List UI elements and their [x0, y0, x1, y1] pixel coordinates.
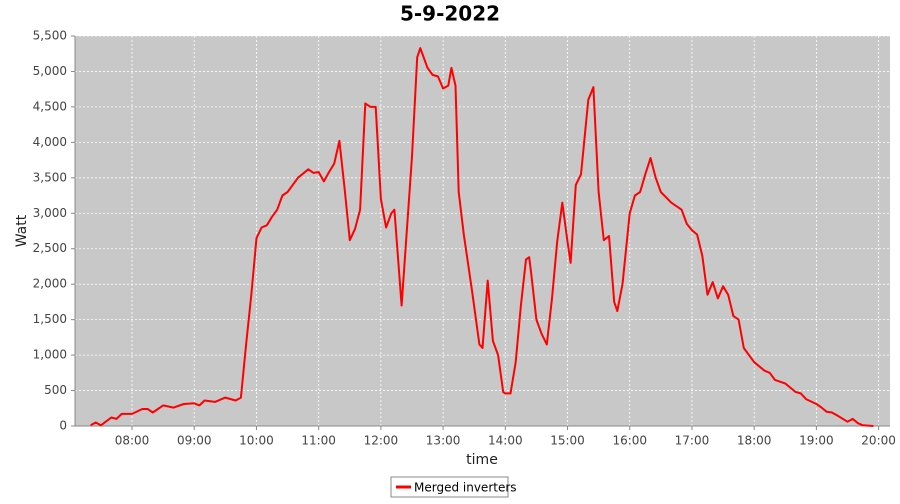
x-tick-label: 08:00: [115, 434, 150, 448]
y-tick-label: 3,000: [33, 206, 67, 220]
y-tick-label: 1,000: [33, 348, 67, 362]
y-tick-label: 0: [59, 419, 67, 433]
y-tick-label: 4,500: [33, 99, 67, 113]
y-tick-label: 1,500: [33, 312, 67, 326]
y-axis-label: Watt: [14, 214, 30, 247]
y-tick-label: 2,000: [33, 277, 67, 291]
x-tick-label: 09:00: [177, 434, 212, 448]
x-tick-label: 13:00: [426, 434, 461, 448]
y-tick-label: 5,500: [33, 29, 67, 43]
chart-title: 5-9-2022: [400, 2, 500, 26]
y-tick-label: 4,000: [33, 135, 67, 149]
x-tick-label: 12:00: [364, 434, 399, 448]
y-tick-label: 2,500: [33, 241, 67, 255]
x-tick-label: 10:00: [239, 434, 274, 448]
x-tick-label: 18:00: [737, 434, 772, 448]
plot-area: [75, 36, 890, 426]
x-axis-label: time: [466, 452, 498, 468]
y-tick-label: 3,500: [33, 170, 67, 184]
x-tick-label: 15:00: [550, 434, 585, 448]
y-tick-label: 5,000: [33, 64, 67, 78]
x-tick-label: 14:00: [488, 434, 523, 448]
x-tick-label: 11:00: [301, 434, 336, 448]
series-line: [90, 47, 874, 427]
y-tick-label: 500: [44, 383, 67, 397]
legend: [390, 476, 509, 498]
x-tick-label: 20:00: [861, 434, 896, 448]
x-tick-label: 16:00: [612, 434, 647, 448]
x-tick-label: 19:00: [799, 434, 834, 448]
legend-box: [390, 476, 509, 498]
x-tick-label: 17:00: [675, 434, 710, 448]
legend-label: Merged inverters: [414, 481, 517, 495]
